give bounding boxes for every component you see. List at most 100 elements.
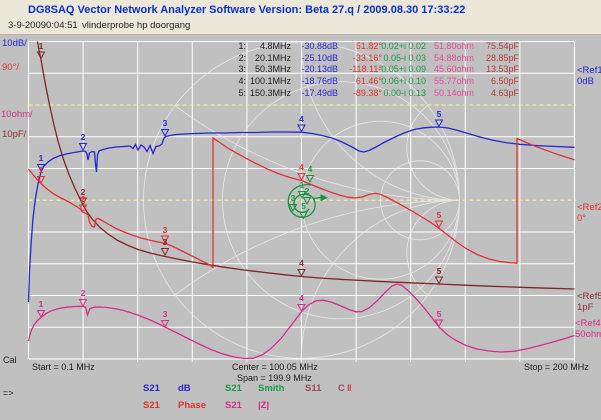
marker-label[interactable]: 4 [307, 164, 313, 174]
legend-s11-c-param[interactable]: S11 [305, 383, 322, 394]
marker-label[interactable]: 1 [38, 40, 44, 51]
marker-triangle[interactable] [78, 143, 88, 152]
ref2-tag[interactable]: <Ref2 [577, 202, 601, 213]
marker-label[interactable]: 2 [304, 186, 310, 196]
cal-button[interactable]: Cal [3, 355, 17, 365]
arrow-button[interactable]: => [3, 388, 14, 398]
marker-capacitance: 28.85pF [485, 52, 519, 63]
trace-s21-phase [27, 136, 575, 269]
legend-s21-db-param[interactable]: S21 [143, 383, 160, 394]
ref4-value[interactable]: 50ohm [575, 329, 601, 340]
marker-triangle[interactable] [36, 51, 46, 60]
marker-triangle[interactable] [160, 248, 170, 257]
legend-s21-phase-display[interactable]: Phase [178, 400, 206, 411]
marker-triangle[interactable] [302, 197, 312, 206]
marker-triangle[interactable] [297, 124, 306, 133]
marker-label[interactable]: 4 [299, 113, 304, 124]
ref2-value[interactable]: 0° [577, 213, 587, 224]
marker-triangle[interactable] [434, 119, 444, 128]
legend-s11-c-suffix[interactable]: ‖ [347, 383, 352, 394]
reference-lines [28, 104, 576, 201]
marker-capacitance: 75.54pF [485, 41, 519, 51]
marker-capacitance: 13.53pF [485, 64, 519, 75]
marker-db: -30.88dB [301, 41, 338, 51]
markers-s21-smith[interactable] [288, 175, 315, 220]
sweep-center[interactable]: Center = 100.05 MHz [232, 362, 318, 372]
trace-s21-smith [287, 184, 328, 218]
marker-phase: -33.16° [352, 52, 382, 63]
marker-label[interactable]: 1 [38, 165, 44, 175]
marker-triangle[interactable] [297, 173, 306, 182]
marker-label[interactable]: 5 [301, 200, 306, 211]
marker-triangle[interactable] [288, 204, 298, 213]
marker-label[interactable]: 1 [38, 153, 44, 163]
legend-s21-z-display[interactable]: |Z| [258, 400, 270, 411]
marker-frequency: 100.1MHz [249, 76, 291, 87]
marker-label[interactable]: 3 [162, 118, 168, 128]
marker-triangle[interactable] [434, 220, 444, 229]
sweep-stop[interactable]: Stop = 200 MHz [524, 362, 589, 372]
marker-triangle[interactable] [160, 320, 170, 329]
marker-label[interactable]: 1 [299, 180, 305, 190]
marker-triangle[interactable] [78, 197, 88, 206]
sweep-start[interactable]: Start = 0.1 MHz [32, 362, 95, 372]
ref1-value[interactable]: 0dB [577, 76, 594, 87]
marker-triangle[interactable] [297, 191, 307, 200]
legend-s21-smith-display[interactable]: Smith [258, 383, 285, 394]
markers-s21-db[interactable] [36, 119, 444, 173]
sweep-span[interactable]: Span = 199.9 MHz [237, 373, 312, 383]
marker-label[interactable]: 1 [38, 299, 44, 309]
scale-pf-label[interactable]: 10pF/ [2, 129, 27, 140]
scale-db-label[interactable]: 10dB/ [2, 38, 27, 49]
app-title: DG8SAQ Vector Network Analyzer Software … [28, 4, 466, 16]
legend-s21-z-param[interactable]: S21 [225, 400, 242, 411]
marker-gamma: -0.05+i 0.09 [378, 64, 426, 75]
marker-label[interactable]: 2 [80, 288, 86, 298]
ref5-value[interactable]: 1pF [577, 302, 594, 313]
marker-phase: -118.11° [349, 64, 382, 75]
markers-s21-z[interactable] [36, 299, 444, 329]
window-header: DG8SAQ Vector Network Analyzer Software … [0, 0, 601, 35]
legend-s21-smith-param[interactable]: S21 [225, 383, 242, 394]
marker-label[interactable]: 5 [436, 209, 442, 220]
scale-ohm-label[interactable]: 10ohm/ [1, 109, 33, 120]
marker-label[interactable]: 4 [299, 162, 304, 172]
legend-s21-db-display[interactable]: dB [178, 383, 191, 394]
marker-label[interactable]: 5 [436, 308, 442, 319]
marker-triangle[interactable] [299, 211, 308, 220]
marker-triangle[interactable] [78, 299, 88, 308]
marker-label[interactable]: 4 [299, 293, 304, 303]
marker-triangle[interactable] [297, 269, 306, 278]
marker-phase: -89.38° [352, 87, 382, 98]
legend-s21-phase-param[interactable]: S21 [143, 400, 160, 411]
marker-triangle[interactable] [297, 304, 306, 313]
marker-gamma: 0.06+i 0.10 [381, 76, 426, 87]
marker-label[interactable]: 5 [436, 265, 442, 276]
marker-label[interactable]: 3 [162, 309, 168, 319]
marker-db: -17.49dB [301, 87, 338, 98]
ref5-tag[interactable]: <Ref5 [577, 291, 601, 302]
ref1-tag[interactable]: <Ref1 [577, 65, 601, 76]
scale-phase-label[interactable]: 90°/ [2, 62, 20, 73]
marker-triangle[interactable] [36, 176, 46, 185]
marker-triangle[interactable] [36, 310, 46, 319]
marker-label[interactable]: 3 [162, 237, 168, 247]
ref4-tag[interactable]: <Ref4 [575, 318, 601, 329]
marker-db: -20.13dB [301, 64, 338, 75]
marker-label[interactable]: 5 [436, 108, 442, 119]
marker-label[interactable]: 2 [80, 186, 86, 197]
marker-triangle[interactable] [36, 164, 46, 173]
marker-label[interactable]: 2 [80, 132, 86, 142]
marker-triangle[interactable] [160, 129, 170, 138]
marker-label[interactable]: 4 [299, 258, 304, 268]
marker-label[interactable]: 2 [80, 193, 86, 204]
marker-triangle[interactable] [434, 319, 444, 328]
marker-triangle[interactable] [434, 276, 444, 285]
legend-s11-c-display[interactable]: C [338, 383, 345, 394]
markers-s11-c[interactable] [36, 51, 444, 285]
marker-label[interactable]: 3 [162, 224, 168, 235]
marker-triangle[interactable] [305, 175, 315, 184]
marker-label[interactable]: 3 [290, 193, 296, 203]
marker-triangle[interactable] [160, 235, 170, 244]
